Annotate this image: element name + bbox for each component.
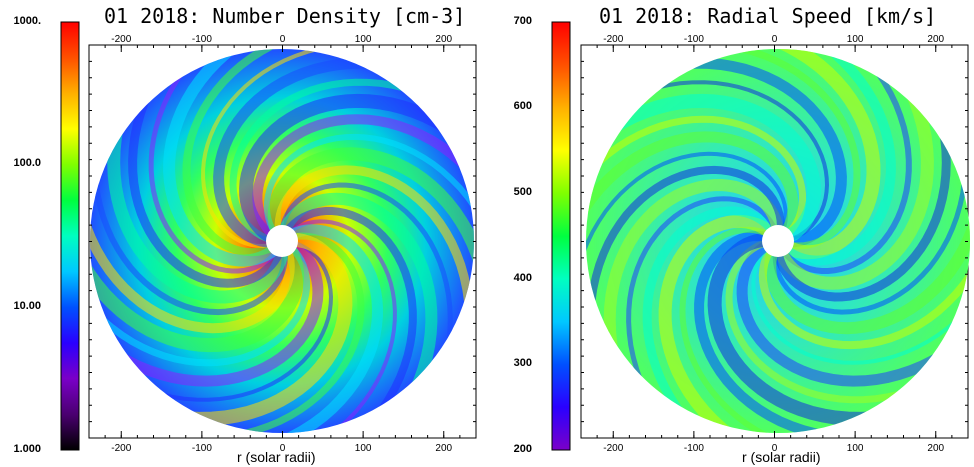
x-tick-label-top: 0 bbox=[280, 34, 286, 45]
spiral-stream bbox=[90, 139, 295, 334]
inner-boundary bbox=[762, 225, 794, 257]
axis-ticks: -200 -200 -100 -100 0 0 100 100 200 200 bbox=[580, 34, 969, 454]
colorbar bbox=[551, 21, 571, 451]
spiral-stream bbox=[586, 151, 788, 340]
x-tick-label-bottom: 0 bbox=[280, 443, 286, 454]
axis-ticks: -200 -200 -100 -100 0 0 100 100 200 200 bbox=[88, 34, 477, 454]
inner-boundary bbox=[266, 225, 298, 257]
density-panel: 01 2018: Number Density [cm-3] 1000. 100… bbox=[13, 4, 477, 465]
colorbar-tick-label: 10.00 bbox=[13, 300, 41, 312]
x-tick-label-bottom: 200 bbox=[435, 443, 452, 454]
spiral-stream bbox=[267, 147, 474, 345]
x-axis-label: r (solar radii) bbox=[742, 449, 821, 465]
colorbar-tick-label: 1.000 bbox=[13, 443, 41, 455]
colorbar-tick-label: 300 bbox=[513, 357, 532, 369]
x-tick-label-bottom: -200 bbox=[603, 443, 623, 454]
x-tick-label-top: 200 bbox=[435, 34, 452, 45]
x-tick-label-bottom: -200 bbox=[111, 443, 131, 454]
colorbar-tick-label: 700 bbox=[513, 15, 532, 27]
x-axis-label: r (solar radii) bbox=[237, 449, 316, 465]
x-tick-label-top: -100 bbox=[192, 34, 212, 45]
x-tick-label-top: 100 bbox=[847, 34, 864, 45]
spiral-stream bbox=[764, 138, 970, 335]
speed-panel: 01 2018: Radial Speed [km/s] 700 600 500… bbox=[487, 0, 974, 467]
speed-chart: -200 -200 -100 -100 0 0 100 100 200 200 bbox=[551, 21, 970, 454]
chart-title: 01 2018: Radial Speed [km/s] bbox=[599, 4, 937, 28]
colorbar-tick-label: 400 bbox=[513, 272, 532, 284]
x-tick-label-bottom: 0 bbox=[772, 443, 778, 454]
colorbar-tick-label: 200 bbox=[513, 443, 532, 455]
density-chart: -200 -200 -100 -100 0 0 100 100 200 200 bbox=[60, 21, 477, 454]
x-tick-label-top: -100 bbox=[684, 34, 704, 45]
x-tick-label-bottom: 200 bbox=[927, 443, 944, 454]
x-tick-label-bottom: 100 bbox=[355, 443, 372, 454]
x-tick-label-bottom: -100 bbox=[684, 443, 704, 454]
colorbar-tick-label: 500 bbox=[513, 186, 532, 198]
colorbar-tick-label: 100.0 bbox=[13, 157, 41, 169]
colorbar-tick-label: 1000. bbox=[13, 15, 41, 27]
x-tick-label-top: -200 bbox=[603, 34, 623, 45]
x-tick-label-bottom: 100 bbox=[847, 443, 864, 454]
x-tick-label-top: 0 bbox=[772, 34, 778, 45]
x-tick-label-bottom: -100 bbox=[192, 443, 212, 454]
x-tick-label-top: 200 bbox=[927, 34, 944, 45]
x-tick-label-top: -200 bbox=[111, 34, 131, 45]
colorbar-tick-label: 600 bbox=[513, 100, 532, 112]
chart-title: 01 2018: Number Density [cm-3] bbox=[104, 4, 466, 28]
colorbar bbox=[60, 21, 80, 451]
x-tick-label-top: 100 bbox=[355, 34, 372, 45]
